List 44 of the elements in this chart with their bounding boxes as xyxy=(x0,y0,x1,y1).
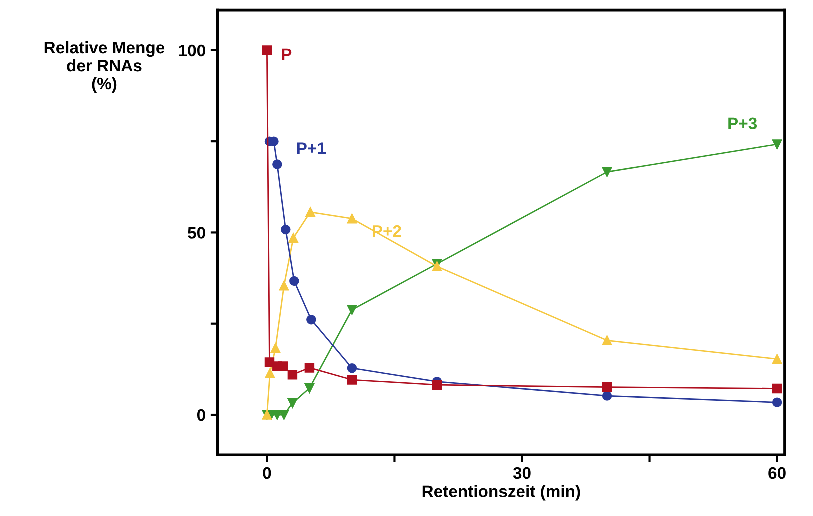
series-label: P xyxy=(282,48,292,60)
point xyxy=(347,375,358,385)
point xyxy=(279,281,290,291)
series-label: P+2 xyxy=(372,225,402,238)
point xyxy=(264,358,275,368)
point xyxy=(288,398,298,408)
point xyxy=(288,370,298,380)
point xyxy=(772,140,782,150)
y-axis-title: Relative Menge der RNAs (%) xyxy=(44,41,165,93)
point xyxy=(279,410,290,420)
point xyxy=(262,46,272,56)
x-tick-label: 30 xyxy=(513,467,531,480)
point xyxy=(304,363,315,373)
point xyxy=(772,354,782,364)
point xyxy=(347,305,358,315)
y-tick-label: 50 xyxy=(188,227,206,239)
y-tick-label: 0 xyxy=(197,409,206,422)
point xyxy=(288,233,298,244)
x-axis-title: Retentionszeit (min) xyxy=(422,485,580,501)
point xyxy=(304,384,315,394)
point xyxy=(290,276,300,286)
point xyxy=(281,224,291,235)
point xyxy=(602,382,612,392)
point xyxy=(347,363,358,374)
point xyxy=(602,336,612,346)
point xyxy=(265,368,276,378)
point xyxy=(306,314,316,325)
point xyxy=(602,391,612,401)
point xyxy=(272,160,282,170)
point xyxy=(272,410,282,420)
point xyxy=(270,343,281,354)
point xyxy=(347,214,358,224)
point xyxy=(772,384,782,394)
y-tick-label: 100 xyxy=(179,44,206,57)
point xyxy=(278,362,288,372)
point xyxy=(772,398,782,408)
point xyxy=(432,262,442,272)
point xyxy=(432,380,442,390)
series-label: P+3 xyxy=(728,118,758,130)
x-tick-label: 60 xyxy=(768,467,786,480)
point xyxy=(306,207,316,218)
series-label: P+1 xyxy=(297,142,326,154)
x-tick-label: 0 xyxy=(263,467,272,480)
point xyxy=(602,167,612,178)
